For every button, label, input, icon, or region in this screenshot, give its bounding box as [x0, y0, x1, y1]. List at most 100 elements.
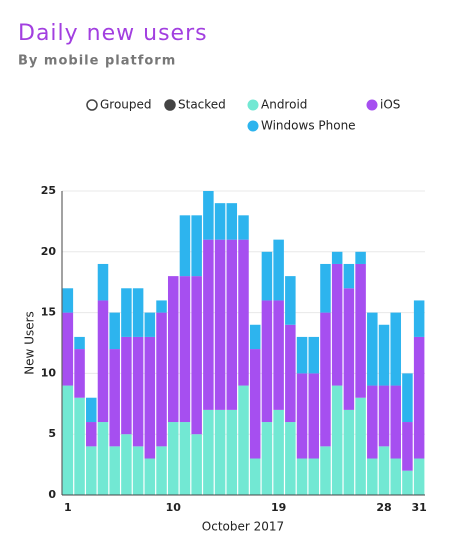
bar-segment	[132, 288, 144, 337]
y-tick-label: 10	[41, 366, 57, 379]
bar-segment	[109, 312, 120, 350]
bar-segment	[62, 312, 74, 386]
bar-segment	[191, 276, 202, 435]
mode-radio[interactable]	[164, 99, 176, 111]
x-axis-label: October 2017	[202, 520, 284, 534]
x-tick-label: 1	[64, 501, 72, 514]
bar-segment	[179, 276, 191, 423]
bar-segment	[273, 239, 284, 301]
bar-segment	[320, 312, 331, 447]
bar-segment	[74, 397, 85, 495]
bar-segment	[367, 385, 378, 459]
bar-segment	[191, 434, 202, 495]
bar-segment	[367, 312, 378, 386]
bar-segment	[74, 349, 85, 398]
bar-segment	[238, 215, 249, 240]
y-tick-label: 20	[41, 245, 57, 258]
bar-segment	[355, 251, 366, 264]
bar-segment	[121, 434, 132, 495]
legend-label[interactable]: iOS	[380, 98, 400, 112]
bar-segment	[413, 300, 425, 337]
legend-label[interactable]: Windows Phone	[261, 119, 356, 133]
bar-segment	[261, 251, 273, 301]
bar-segment	[378, 446, 390, 495]
bar-segment	[97, 422, 109, 495]
bar-segment	[144, 458, 156, 495]
bar-segment	[285, 422, 296, 495]
bar-segment	[308, 336, 320, 374]
bar-segment	[273, 409, 284, 495]
bar-segment	[191, 215, 202, 277]
bar-segment	[86, 397, 97, 423]
bar-segment	[308, 373, 320, 459]
bar-segment	[214, 203, 226, 240]
legend-swatch[interactable]	[247, 120, 259, 132]
bar-segment	[144, 312, 156, 337]
bar-segment	[261, 422, 273, 495]
bar-segment	[214, 409, 226, 495]
bar-segment	[390, 458, 401, 495]
bar-segment	[238, 385, 249, 495]
bar-segment	[144, 336, 156, 459]
bar-segment	[97, 263, 109, 301]
bar-segment	[390, 312, 401, 386]
bar-segment	[402, 422, 413, 471]
bar-segment	[203, 191, 214, 240]
bar-segment	[86, 446, 97, 495]
y-tick-label: 15	[41, 306, 56, 319]
bar-segment	[156, 312, 167, 447]
bar-segment	[413, 458, 425, 495]
bar-segment	[62, 385, 74, 495]
bar-segment	[367, 458, 378, 495]
bar-segment	[86, 422, 97, 447]
bar-segment	[378, 324, 390, 386]
bar-segment	[179, 215, 191, 277]
bar-segment	[296, 336, 308, 374]
y-tick-label: 5	[48, 427, 56, 440]
bar-segment	[296, 458, 308, 495]
bar-segment	[62, 288, 74, 313]
bar-segment	[285, 324, 296, 423]
chart-subtitle: By mobile platform	[18, 54, 176, 69]
y-axis-label: New Users	[23, 311, 37, 375]
x-tick-label: 10	[166, 501, 182, 514]
bar-segment	[355, 397, 366, 495]
bar-segment	[121, 288, 132, 337]
bar-segment	[331, 263, 343, 386]
legend-swatch[interactable]	[247, 99, 259, 111]
bar-segment	[203, 239, 214, 410]
bar-segment	[109, 446, 120, 495]
bar-segment	[273, 300, 284, 410]
bar-segment	[121, 336, 132, 435]
bar-segment	[167, 422, 179, 495]
bar-segment	[74, 336, 85, 350]
bar-segment	[343, 409, 355, 495]
x-tick-label: 31	[411, 501, 426, 514]
bar-segment	[308, 458, 320, 495]
bar-segment	[343, 263, 355, 289]
bar-segment	[156, 300, 167, 313]
bar-segment	[249, 349, 261, 459]
y-tick-label: 25	[41, 184, 56, 197]
bar-segment	[402, 470, 413, 495]
bar-segment	[249, 458, 261, 495]
x-tick-label: 28	[376, 501, 391, 514]
bar-segment	[390, 385, 401, 459]
bar-segment	[402, 373, 413, 423]
bar-segment	[413, 336, 425, 459]
bar-segment	[261, 300, 273, 423]
mode-radio[interactable]	[86, 99, 98, 111]
bar-segment	[156, 446, 167, 495]
mode-label[interactable]: Stacked	[178, 98, 226, 112]
mode-label[interactable]: Grouped	[100, 98, 152, 112]
bar-segment	[132, 336, 144, 447]
legend-swatch[interactable]	[366, 99, 378, 111]
bar-segment	[285, 276, 296, 325]
bar-segment	[331, 251, 343, 264]
legend-label[interactable]: Android	[261, 98, 307, 112]
bar-segment	[109, 349, 120, 447]
bar-segment	[296, 373, 308, 459]
bar-segment	[167, 276, 179, 423]
bar-segment	[179, 422, 191, 495]
